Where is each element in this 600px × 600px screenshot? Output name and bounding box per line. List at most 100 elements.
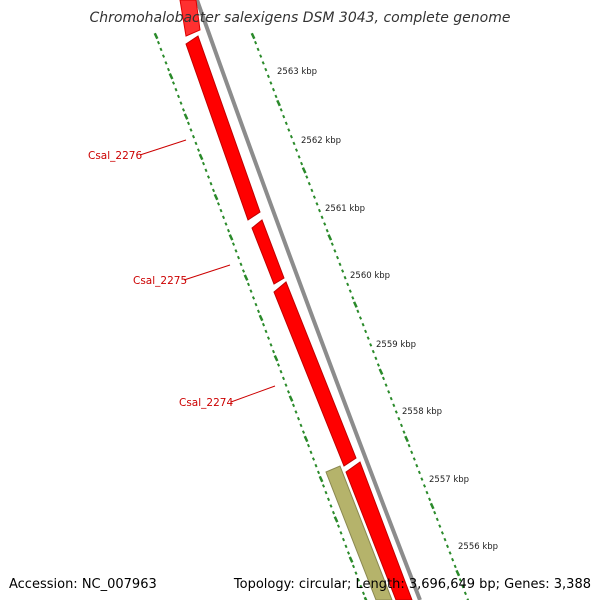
- minor-tick: [336, 524, 341, 528]
- minor-tick: [261, 322, 266, 327]
- minor-tick: [346, 551, 351, 555]
- minor-tick: [301, 430, 306, 434]
- minor-tick: [453, 564, 457, 569]
- minor-tick: [219, 208, 223, 213]
- minor-tick: [333, 249, 337, 253]
- minor-tick: [384, 383, 388, 387]
- minor-tick: [321, 484, 326, 488]
- minor-tick: [161, 54, 166, 58]
- minor-tick: [443, 537, 447, 542]
- minor-tick: [316, 470, 321, 475]
- minor-tick: [249, 289, 253, 293]
- major-tick: [276, 99, 281, 107]
- major-tick: [168, 73, 174, 80]
- gene-label-csal-2275: Csal_2275: [133, 275, 187, 287]
- gene-bar-olive: [325, 465, 393, 600]
- minor-tick: [356, 309, 360, 314]
- minor-tick: [371, 349, 375, 354]
- minor-tick: [254, 40, 258, 45]
- minor-tick: [466, 598, 470, 600]
- minor-tick: [300, 161, 304, 166]
- major-tick: [288, 395, 294, 402]
- minor-tick: [461, 584, 465, 589]
- minor-tick: [448, 551, 452, 555]
- minor-tick: [312, 195, 316, 199]
- minor-tick: [231, 242, 236, 246]
- minor-tick: [287, 128, 291, 132]
- minor-tick: [341, 269, 345, 273]
- major-tick: [318, 475, 324, 483]
- leader-csal-2276: [139, 139, 187, 156]
- minor-tick: [324, 490, 328, 495]
- minor-tick: [407, 443, 411, 448]
- minor-tick: [317, 208, 322, 213]
- minor-tick: [264, 67, 268, 72]
- major-tick: [404, 435, 409, 443]
- minor-tick: [356, 578, 361, 582]
- minor-tick: [179, 101, 183, 105]
- minor-tick: [381, 376, 386, 381]
- minor-tick: [274, 94, 278, 99]
- minor-tick: [196, 148, 201, 152]
- minor-tick: [397, 416, 401, 421]
- minor-tick: [329, 504, 333, 508]
- minor-tick: [226, 228, 231, 233]
- minor-tick: [269, 81, 273, 85]
- minor-tick: [186, 121, 191, 126]
- minor-tick: [189, 128, 193, 132]
- minor-tick: [394, 410, 398, 414]
- minor-tick: [256, 47, 260, 52]
- minor-tick: [251, 296, 256, 300]
- minor-tick: [307, 181, 311, 186]
- minor-tick: [194, 141, 198, 146]
- gene-arrow-csal-2276: [185, 35, 261, 221]
- gene-label-csal-2274: Csal_2274: [179, 397, 233, 409]
- minor-tick: [366, 336, 370, 340]
- minor-tick: [326, 497, 331, 502]
- minor-tick: [209, 181, 213, 186]
- scale-ticks-outer: [250, 32, 470, 600]
- genome-backbone: [195, 0, 422, 600]
- minor-tick: [309, 450, 313, 455]
- minor-tick: [176, 94, 181, 99]
- minor-tick: [438, 524, 442, 528]
- minor-tick: [338, 262, 342, 267]
- minor-tick: [343, 275, 347, 280]
- major-tick: [258, 314, 264, 322]
- minor-tick: [236, 255, 241, 260]
- minor-tick: [323, 222, 327, 226]
- minor-tick: [266, 336, 271, 340]
- minor-tick: [451, 557, 455, 562]
- minor-tick: [284, 121, 288, 126]
- minor-tick: [279, 108, 283, 112]
- minor-tick: [463, 591, 467, 596]
- minor-tick: [364, 329, 368, 334]
- minor-tick: [224, 222, 228, 226]
- minor-tick: [191, 134, 196, 139]
- scale-label-2560: 2560 kbp: [350, 271, 390, 281]
- minor-tick: [289, 134, 293, 139]
- minor-tick: [346, 282, 350, 287]
- minor-tick: [239, 262, 243, 267]
- minor-tick: [335, 255, 340, 260]
- major-tick: [301, 167, 307, 174]
- minor-tick: [241, 269, 246, 273]
- minor-tick: [341, 537, 346, 542]
- minor-tick: [310, 188, 314, 193]
- minor-tick: [440, 531, 444, 535]
- scale-label-2558: 2558 kbp: [402, 407, 442, 417]
- minor-tick: [266, 74, 270, 79]
- minor-tick: [216, 202, 221, 206]
- major-tick: [455, 569, 461, 577]
- minor-tick: [389, 396, 393, 401]
- scale-label-2561: 2561 kbp: [325, 204, 365, 214]
- minor-tick: [410, 450, 414, 455]
- minor-tick: [292, 141, 296, 146]
- minor-tick: [271, 87, 276, 92]
- major-tick: [153, 32, 159, 40]
- minor-tick: [201, 161, 206, 166]
- minor-tick: [291, 403, 296, 408]
- minor-tick: [206, 175, 211, 179]
- minor-tick: [387, 390, 391, 394]
- accession-text: Accession: NC_007963: [9, 577, 157, 592]
